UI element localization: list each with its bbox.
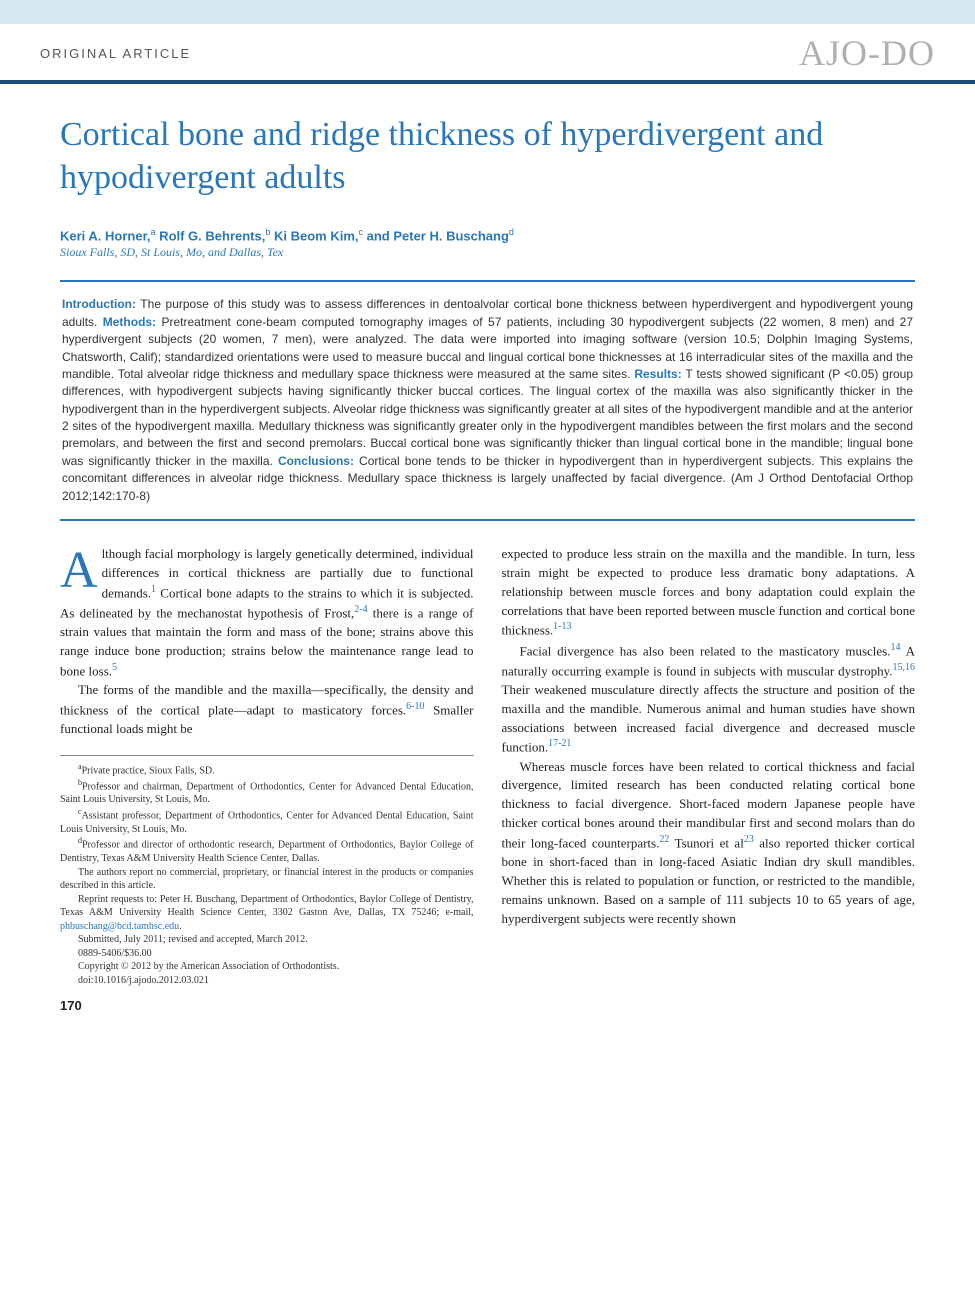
abstract-intro-label: Introduction: xyxy=(62,297,136,311)
ref-link[interactable]: 14 xyxy=(891,642,901,653)
abstract-results-label: Results: xyxy=(634,367,681,381)
abstract-text: Introduction: The purpose of this study … xyxy=(62,296,913,505)
abstract-conclusions-label: Conclusions: xyxy=(278,454,354,468)
ref-link[interactable]: 1-13 xyxy=(553,621,571,632)
footnote-a: aPrivate practice, Sioux Falls, SD. xyxy=(60,762,474,778)
article-title: Cortical bone and ridge thickness of hyp… xyxy=(60,114,915,199)
footnote-copyright: Copyright © 2012 by the American Associa… xyxy=(60,960,474,974)
footnote-disclosure: The authors report no commercial, propri… xyxy=(60,866,474,893)
footnote-issn: 0889-5406/$36.00 xyxy=(60,947,474,961)
ref-link[interactable]: 6-10 xyxy=(406,701,424,712)
abstract-box: Introduction: The purpose of this study … xyxy=(60,280,915,521)
ref-link[interactable]: 17-21 xyxy=(548,738,571,749)
footnote-reprint: Reprint requests to: Peter H. Buschang, … xyxy=(60,893,474,934)
affiliation-short: Sioux Falls, SD, St Louis, Mo, and Dalla… xyxy=(60,245,915,260)
content-wrap: Cortical bone and ridge thickness of hyp… xyxy=(0,84,975,1036)
footnote-c: cAssistant professor, Department of Orth… xyxy=(60,807,474,836)
body-text: Facial divergence has also been related … xyxy=(520,643,891,658)
footnotes-block: aPrivate practice, Sioux Falls, SD. bPro… xyxy=(60,755,474,987)
body-col-left: Although facial morphology is largely ge… xyxy=(60,545,474,1016)
ref-link[interactable]: 5 xyxy=(112,662,117,673)
body-col-right: expected to produce less strain on the m… xyxy=(502,545,916,1016)
body-text: Tsunori et al xyxy=(669,835,743,850)
body-columns: Although facial morphology is largely ge… xyxy=(60,545,915,1016)
body-para-2: The forms of the mandible and the maxill… xyxy=(60,681,474,739)
abstract-methods-label: Methods: xyxy=(103,315,156,329)
body-para-r1: expected to produce less strain on the m… xyxy=(502,545,916,641)
body-para-r2: Facial divergence has also been related … xyxy=(502,641,916,758)
body-para-r3: Whereas muscle forces have been related … xyxy=(502,758,916,929)
dropcap: A xyxy=(60,545,102,593)
footnote-b: bProfessor and chairman, Department of O… xyxy=(60,778,474,807)
abstract-results: T tests showed significant (P <0.05) gro… xyxy=(62,367,913,468)
footnote-submitted: Submitted, July 2011; revised and accept… xyxy=(60,933,474,947)
ref-link[interactable]: 22 xyxy=(659,834,669,845)
authors-line: Keri A. Horner,a Rolf G. Behrents,b Ki B… xyxy=(60,227,915,243)
email-link[interactable]: phbuschang@bcd.tamhsc.edu xyxy=(60,921,179,932)
footnote-doi: doi:10.1016/j.ajodo.2012.03.021 xyxy=(60,974,474,988)
ref-link[interactable]: 2-4 xyxy=(354,604,367,615)
journal-logo: AJO-DO xyxy=(799,32,935,74)
ref-link[interactable]: 23 xyxy=(744,834,754,845)
body-para-1: Although facial morphology is largely ge… xyxy=(60,545,474,681)
article-type-label: ORIGINAL ARTICLE xyxy=(40,46,191,61)
page-number: 170 xyxy=(60,997,474,1016)
top-banner xyxy=(0,0,975,24)
ref-link[interactable]: 15,16 xyxy=(893,662,916,673)
header-row: ORIGINAL ARTICLE AJO-DO xyxy=(0,24,975,84)
footnote-d: dProfessor and director of orthodontic r… xyxy=(60,836,474,865)
